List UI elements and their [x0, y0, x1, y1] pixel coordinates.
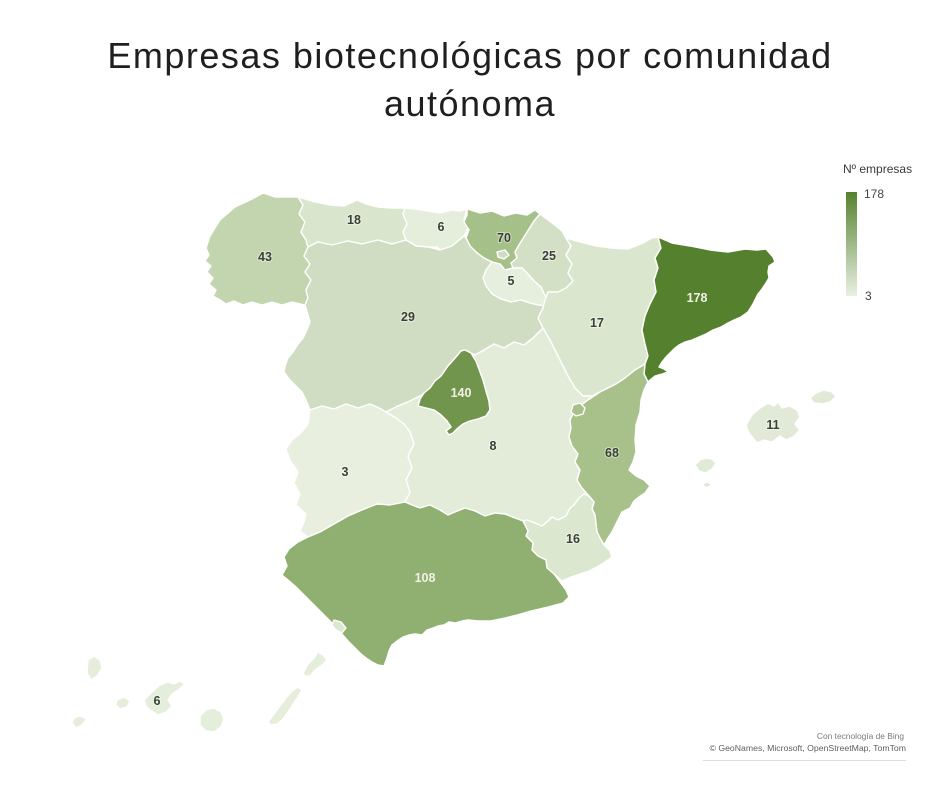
- svg-text:6: 6: [154, 694, 161, 708]
- svg-text:8: 8: [490, 439, 497, 453]
- svg-text:29: 29: [401, 310, 415, 324]
- svg-text:6: 6: [438, 220, 445, 234]
- svg-text:16: 16: [566, 532, 580, 546]
- svg-text:25: 25: [542, 249, 556, 263]
- svg-text:108: 108: [415, 571, 436, 585]
- svg-text:43: 43: [258, 250, 272, 264]
- svg-text:17: 17: [590, 316, 604, 330]
- svg-text:11: 11: [766, 418, 779, 432]
- svg-text:18: 18: [347, 213, 361, 227]
- svg-text:140: 140: [451, 386, 472, 400]
- svg-text:70: 70: [497, 231, 511, 245]
- svg-text:5: 5: [508, 274, 515, 288]
- svg-text:178: 178: [687, 291, 708, 305]
- svg-text:3: 3: [342, 465, 349, 479]
- svg-text:68: 68: [605, 446, 619, 460]
